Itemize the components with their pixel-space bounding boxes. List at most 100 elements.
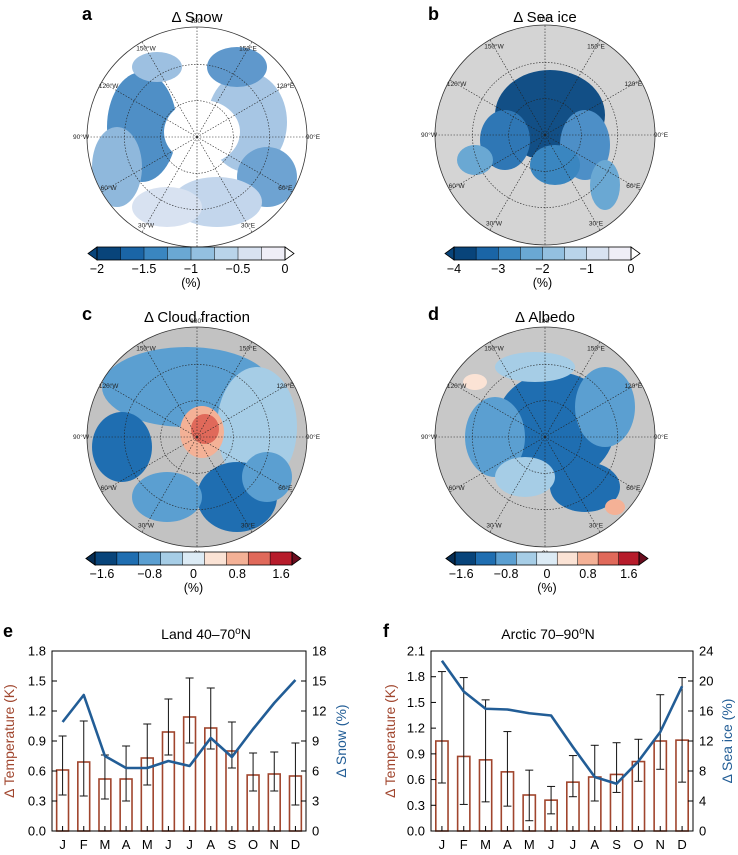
polar-map-c: 180°150°E120°E90°E60°E30°E0°30°W60°W90°W… — [73, 317, 321, 557]
colorbar-swatch — [97, 247, 121, 260]
meridian-line — [196, 136, 253, 233]
panel-label-b: b — [428, 4, 439, 24]
colorbar-tick-label: −1.5 — [132, 262, 157, 276]
y-tick-label-left: 0.9 — [28, 734, 46, 749]
y-tick-label-right: 12 — [699, 734, 713, 749]
meridian-line — [489, 134, 546, 231]
x-tick-label: J — [570, 837, 577, 852]
y-tick-label-left: 0.6 — [407, 772, 425, 787]
longitude-label: 60°W — [449, 484, 466, 492]
map-field-patch — [191, 414, 219, 444]
map-field-patch — [575, 367, 635, 447]
colorbar-tick-label: 0.8 — [229, 567, 246, 581]
colorbar-unit: (%) — [181, 276, 200, 290]
meridian-line — [544, 39, 601, 136]
meridian-line — [101, 381, 198, 438]
longitude-label: 30°E — [241, 521, 256, 529]
colorbar-swatch — [160, 552, 183, 565]
colorbar-tick-label: −3 — [491, 262, 505, 276]
longitude-label: 120°E — [276, 382, 294, 390]
colorbar-swatch — [520, 247, 543, 260]
y-tick-label-left: 1.2 — [407, 721, 425, 736]
x-tick-label: N — [656, 837, 665, 852]
colorbar-swatch — [138, 552, 161, 565]
longitude-label: 120°E — [624, 80, 642, 88]
panel-label-c: c — [82, 304, 92, 324]
y-tick-label-left: 1.8 — [28, 644, 46, 659]
map-field — [457, 70, 620, 210]
y-tick-label-right: 12 — [312, 704, 326, 719]
colorbar-end-triangle — [444, 246, 455, 261]
chart-panel-f: f Arctic 70–90oN 0.0 0.3 0.6 0.9 1.2 1.5 1.8 2.… — [382, 621, 735, 852]
map-border — [434, 326, 656, 548]
meridian-line — [196, 341, 253, 438]
map-field-patch — [457, 145, 493, 175]
colorbar-swatch — [238, 247, 262, 260]
map-title-c: Δ Cloud fraction — [144, 309, 250, 326]
colorbar-end-triangle — [85, 551, 96, 566]
longitude-label: 120°E — [276, 82, 294, 90]
longitude-label: 90°W — [73, 433, 90, 441]
map-panel-b: b Δ Sea ice 180°150°E120°E90°E60°E30°E0°… — [421, 4, 669, 290]
colorbar-tick-label: 0 — [628, 262, 635, 276]
x-tick-label: A — [122, 837, 131, 852]
meridian-line — [489, 436, 546, 533]
x-tick-label: A — [590, 837, 599, 852]
longitude-label: 30°E — [589, 521, 604, 529]
longitude-label: 90°E — [306, 133, 321, 141]
polar-map-b: 180°150°E120°E90°E60°E30°E0°30°W60°W90°W… — [421, 15, 669, 255]
colorbar-frame — [454, 551, 640, 566]
colorbar-swatch — [598, 552, 619, 565]
colorbar-swatch — [564, 247, 588, 260]
map-field-patch — [132, 52, 182, 82]
x-tick-label: O — [633, 837, 643, 852]
x-tick-label: F — [460, 837, 468, 852]
meridian-line — [141, 436, 198, 533]
longitude-label: 90°E — [654, 433, 669, 441]
colorbar-swatch — [120, 247, 145, 260]
longitude-label: 30°E — [241, 221, 256, 229]
x-tick-label: J — [59, 837, 66, 852]
colorbar-tick-label: 0 — [282, 262, 289, 276]
meridian-line — [101, 81, 198, 138]
y-tick-label-right: 8 — [699, 764, 706, 779]
colorbar-swatch — [95, 552, 118, 565]
longitude-label: 150°E — [239, 345, 257, 353]
y-tick-label-right: 9 — [312, 734, 319, 749]
map-field-patch — [530, 145, 580, 185]
meridian-line — [196, 41, 253, 138]
colorbar-swatch — [536, 552, 558, 565]
y-tick-label-left: 0.9 — [407, 746, 425, 761]
y-tick-label-right: 24 — [699, 644, 713, 659]
longitude-label: 180° — [538, 15, 552, 23]
y-tick-label-right: 3 — [312, 794, 319, 809]
meridian-line — [196, 81, 293, 138]
panel-label-e: e — [3, 621, 13, 641]
x-tick-label: S — [612, 837, 621, 852]
chart-title-e: Land 40–70oN — [161, 626, 251, 642]
series-line — [440, 659, 684, 786]
longitude-label: 150°E — [587, 43, 605, 51]
colorbar-end-triangle — [291, 551, 302, 566]
meridian-line — [544, 381, 641, 438]
meridian-line — [449, 436, 546, 493]
y-tick-label-right: 0 — [312, 824, 319, 839]
map-field-patch — [605, 499, 625, 515]
colorbar-swatch — [182, 552, 205, 565]
map-border — [434, 24, 656, 246]
y-tick-label-right: 6 — [312, 764, 319, 779]
colorbar-swatch — [577, 552, 599, 565]
colorbar-end-triangle — [445, 551, 456, 566]
y-tick-label-right: 20 — [699, 674, 713, 689]
map-panel-d: d Δ Albedo 180°150°E120°E90°E60°E30°E0°3… — [421, 304, 669, 595]
longitude-label: 180° — [190, 17, 204, 25]
longitude-label: 30 W — [486, 522, 502, 529]
map-field-patch — [164, 100, 240, 164]
colorbar-swatch — [586, 247, 610, 260]
map-field-patch — [550, 462, 620, 512]
x-tick-label: J — [548, 837, 555, 852]
polar-map-a: 180°150°E120°E90°E60°E30°E0°30°W60°W90°W… — [73, 17, 321, 257]
colorbar-swatch — [248, 552, 271, 565]
colorbar-end-triangle — [284, 246, 295, 261]
